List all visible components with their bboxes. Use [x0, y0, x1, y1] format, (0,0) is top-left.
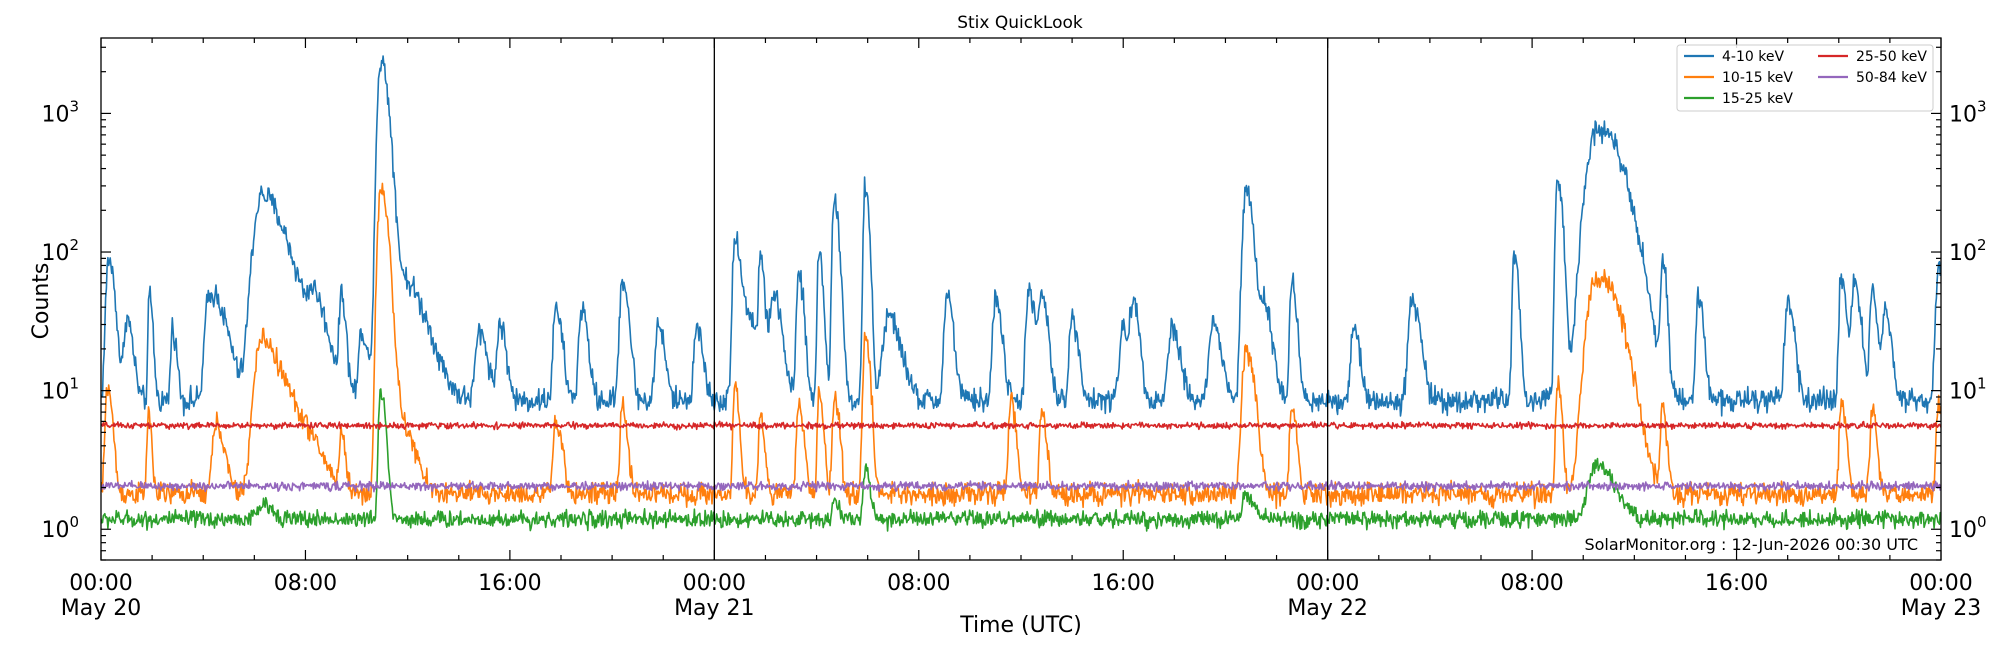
series-line-3 [101, 388, 1941, 532]
legend-label-3: 15-25 keV [1722, 91, 1793, 107]
y-tick-label-left-1: 101 [41, 375, 79, 405]
x-tick-time-label-8: 16:00 [1705, 571, 1768, 596]
y-tick-label-right-0: 100 [1949, 513, 1987, 543]
x-tick-time-label-3: 00:00 [683, 571, 746, 596]
y-axis-ticks: 100 100 101 101 102 102 103 103 [41, 46, 1987, 561]
watermark-text: SolarMonitor.org : 12-Jun-2026 00:30 UTC [1584, 535, 1918, 554]
legend-label-1: 4-10 keV [1722, 49, 1784, 65]
x-tick-time-label-1: 08:00 [274, 571, 337, 596]
y-axis-label: Counts [29, 263, 54, 340]
series-line-5 [101, 479, 1941, 493]
y-tick-label-left-0: 100 [41, 513, 79, 543]
x-tick-date-label-6: May 22 [1287, 596, 1367, 621]
chart-legend: 4-10 keV 10-15 keV 15-25 keV 25-50 keV 50-84… [1676, 44, 1934, 112]
day-boundary-lines [713, 38, 1329, 560]
y-tick-label-right-3: 103 [1949, 97, 1987, 127]
x-tick-date-label-3: May 21 [674, 596, 754, 621]
x-tick-time-label-9: 00:00 [1909, 571, 1972, 596]
legend-label-4: 25-50 keV [1856, 49, 1927, 65]
x-tick-time-label-5: 16:00 [1092, 571, 1155, 596]
x-tick-time-label-2: 16:00 [478, 571, 541, 596]
chart-title: Stix QuickLook [957, 13, 1083, 33]
series-line-1 [101, 55, 1941, 417]
x-tick-date-label-9: May 23 [1901, 596, 1981, 621]
x-tick-time-label-6: 00:00 [1296, 571, 1359, 596]
x-tick-time-label-4: 08:00 [887, 571, 950, 596]
legend-label-2: 10-15 keV [1722, 70, 1793, 86]
x-tick-time-label-7: 08:00 [1500, 571, 1563, 596]
series-line-4 [101, 420, 1941, 431]
legend-label-5: 50-84 keV [1856, 70, 1927, 86]
y-tick-label-right-1: 101 [1949, 375, 1987, 405]
x-tick-time-label-0: 00:00 [69, 571, 132, 596]
y-tick-label-left-2: 102 [41, 236, 79, 266]
y-tick-label-left-3: 103 [41, 97, 79, 127]
x-tick-date-label-0: May 20 [61, 596, 141, 621]
legend-box [1676, 44, 1934, 112]
series-layer [101, 55, 1941, 532]
x-axis-label: Time (UTC) [959, 613, 1082, 638]
y-tick-label-right-2: 102 [1949, 236, 1987, 266]
